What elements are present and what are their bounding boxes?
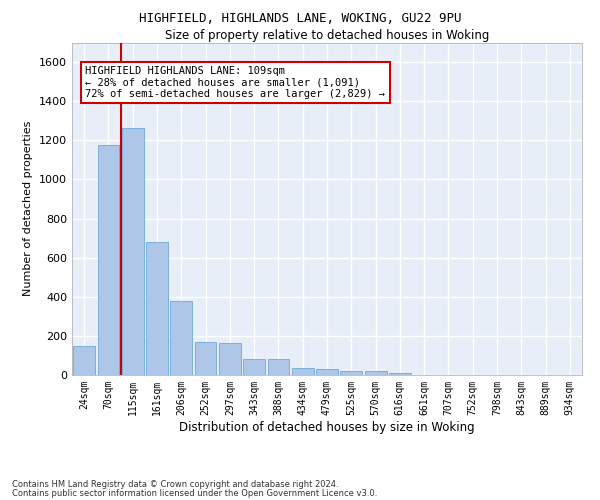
Text: HIGHFIELD HIGHLANDS LANE: 109sqm
← 28% of detached houses are smaller (1,091)
72: HIGHFIELD HIGHLANDS LANE: 109sqm ← 28% o…	[85, 66, 385, 99]
Bar	[365, 370, 386, 375]
Title: Size of property relative to detached houses in Woking: Size of property relative to detached ho…	[165, 30, 489, 43]
Text: Contains public sector information licensed under the Open Government Licence v3: Contains public sector information licen…	[12, 488, 377, 498]
Bar	[243, 359, 265, 375]
X-axis label: Distribution of detached houses by size in Woking: Distribution of detached houses by size …	[179, 420, 475, 434]
Bar	[219, 342, 241, 375]
Bar	[73, 346, 95, 375]
Text: Contains HM Land Registry data © Crown copyright and database right 2024.: Contains HM Land Registry data © Crown c…	[12, 480, 338, 489]
Bar	[194, 342, 217, 375]
Y-axis label: Number of detached properties: Number of detached properties	[23, 121, 34, 296]
Bar	[170, 300, 192, 375]
Bar	[316, 369, 338, 375]
Bar	[268, 359, 289, 375]
Bar	[389, 372, 411, 375]
Bar	[292, 368, 314, 375]
Text: HIGHFIELD, HIGHLANDS LANE, WOKING, GU22 9PU: HIGHFIELD, HIGHLANDS LANE, WOKING, GU22 …	[139, 12, 461, 26]
Bar	[97, 145, 119, 375]
Bar	[122, 128, 143, 375]
Bar	[146, 242, 168, 375]
Bar	[340, 370, 362, 375]
